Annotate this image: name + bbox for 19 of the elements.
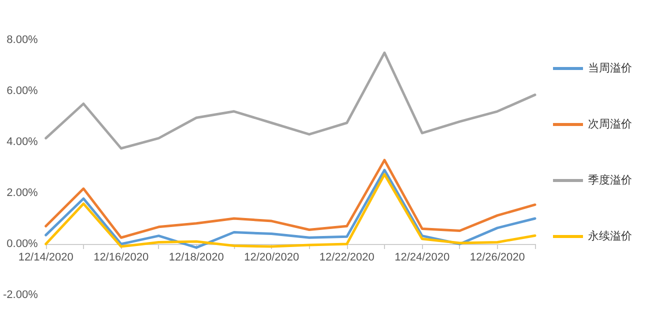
y-tick-label: 4.00% [6, 136, 38, 148]
legend-label: 季度溢价 [588, 174, 632, 186]
x-tick-label: 12/18/2020 [168, 252, 224, 264]
legend-label: 次周溢价 [588, 118, 632, 130]
line-series [44, 52, 536, 150]
legend-label: 永续溢价 [588, 230, 632, 242]
x-tick-label: 12/22/2020 [319, 252, 374, 264]
x-tick-label: 12/26/2020 [470, 252, 525, 264]
y-tick-label: 6.00% [6, 85, 38, 97]
x-tick-label: 12/16/2020 [94, 252, 149, 264]
y-tick-label: 2.00% [6, 187, 38, 199]
y-tick-label: 8.00% [6, 34, 38, 46]
y-tick-label: -2.00% [2, 289, 38, 301]
x-tick-label: 12/20/2020 [244, 252, 300, 264]
legend-label: 当周溢价 [588, 62, 632, 74]
x-tick-label: 12/14/2020 [18, 252, 74, 264]
x-tick-label: 12/24/2020 [394, 252, 450, 264]
line-series [44, 158, 536, 239]
y-tick-label: 0.00% [6, 238, 38, 250]
